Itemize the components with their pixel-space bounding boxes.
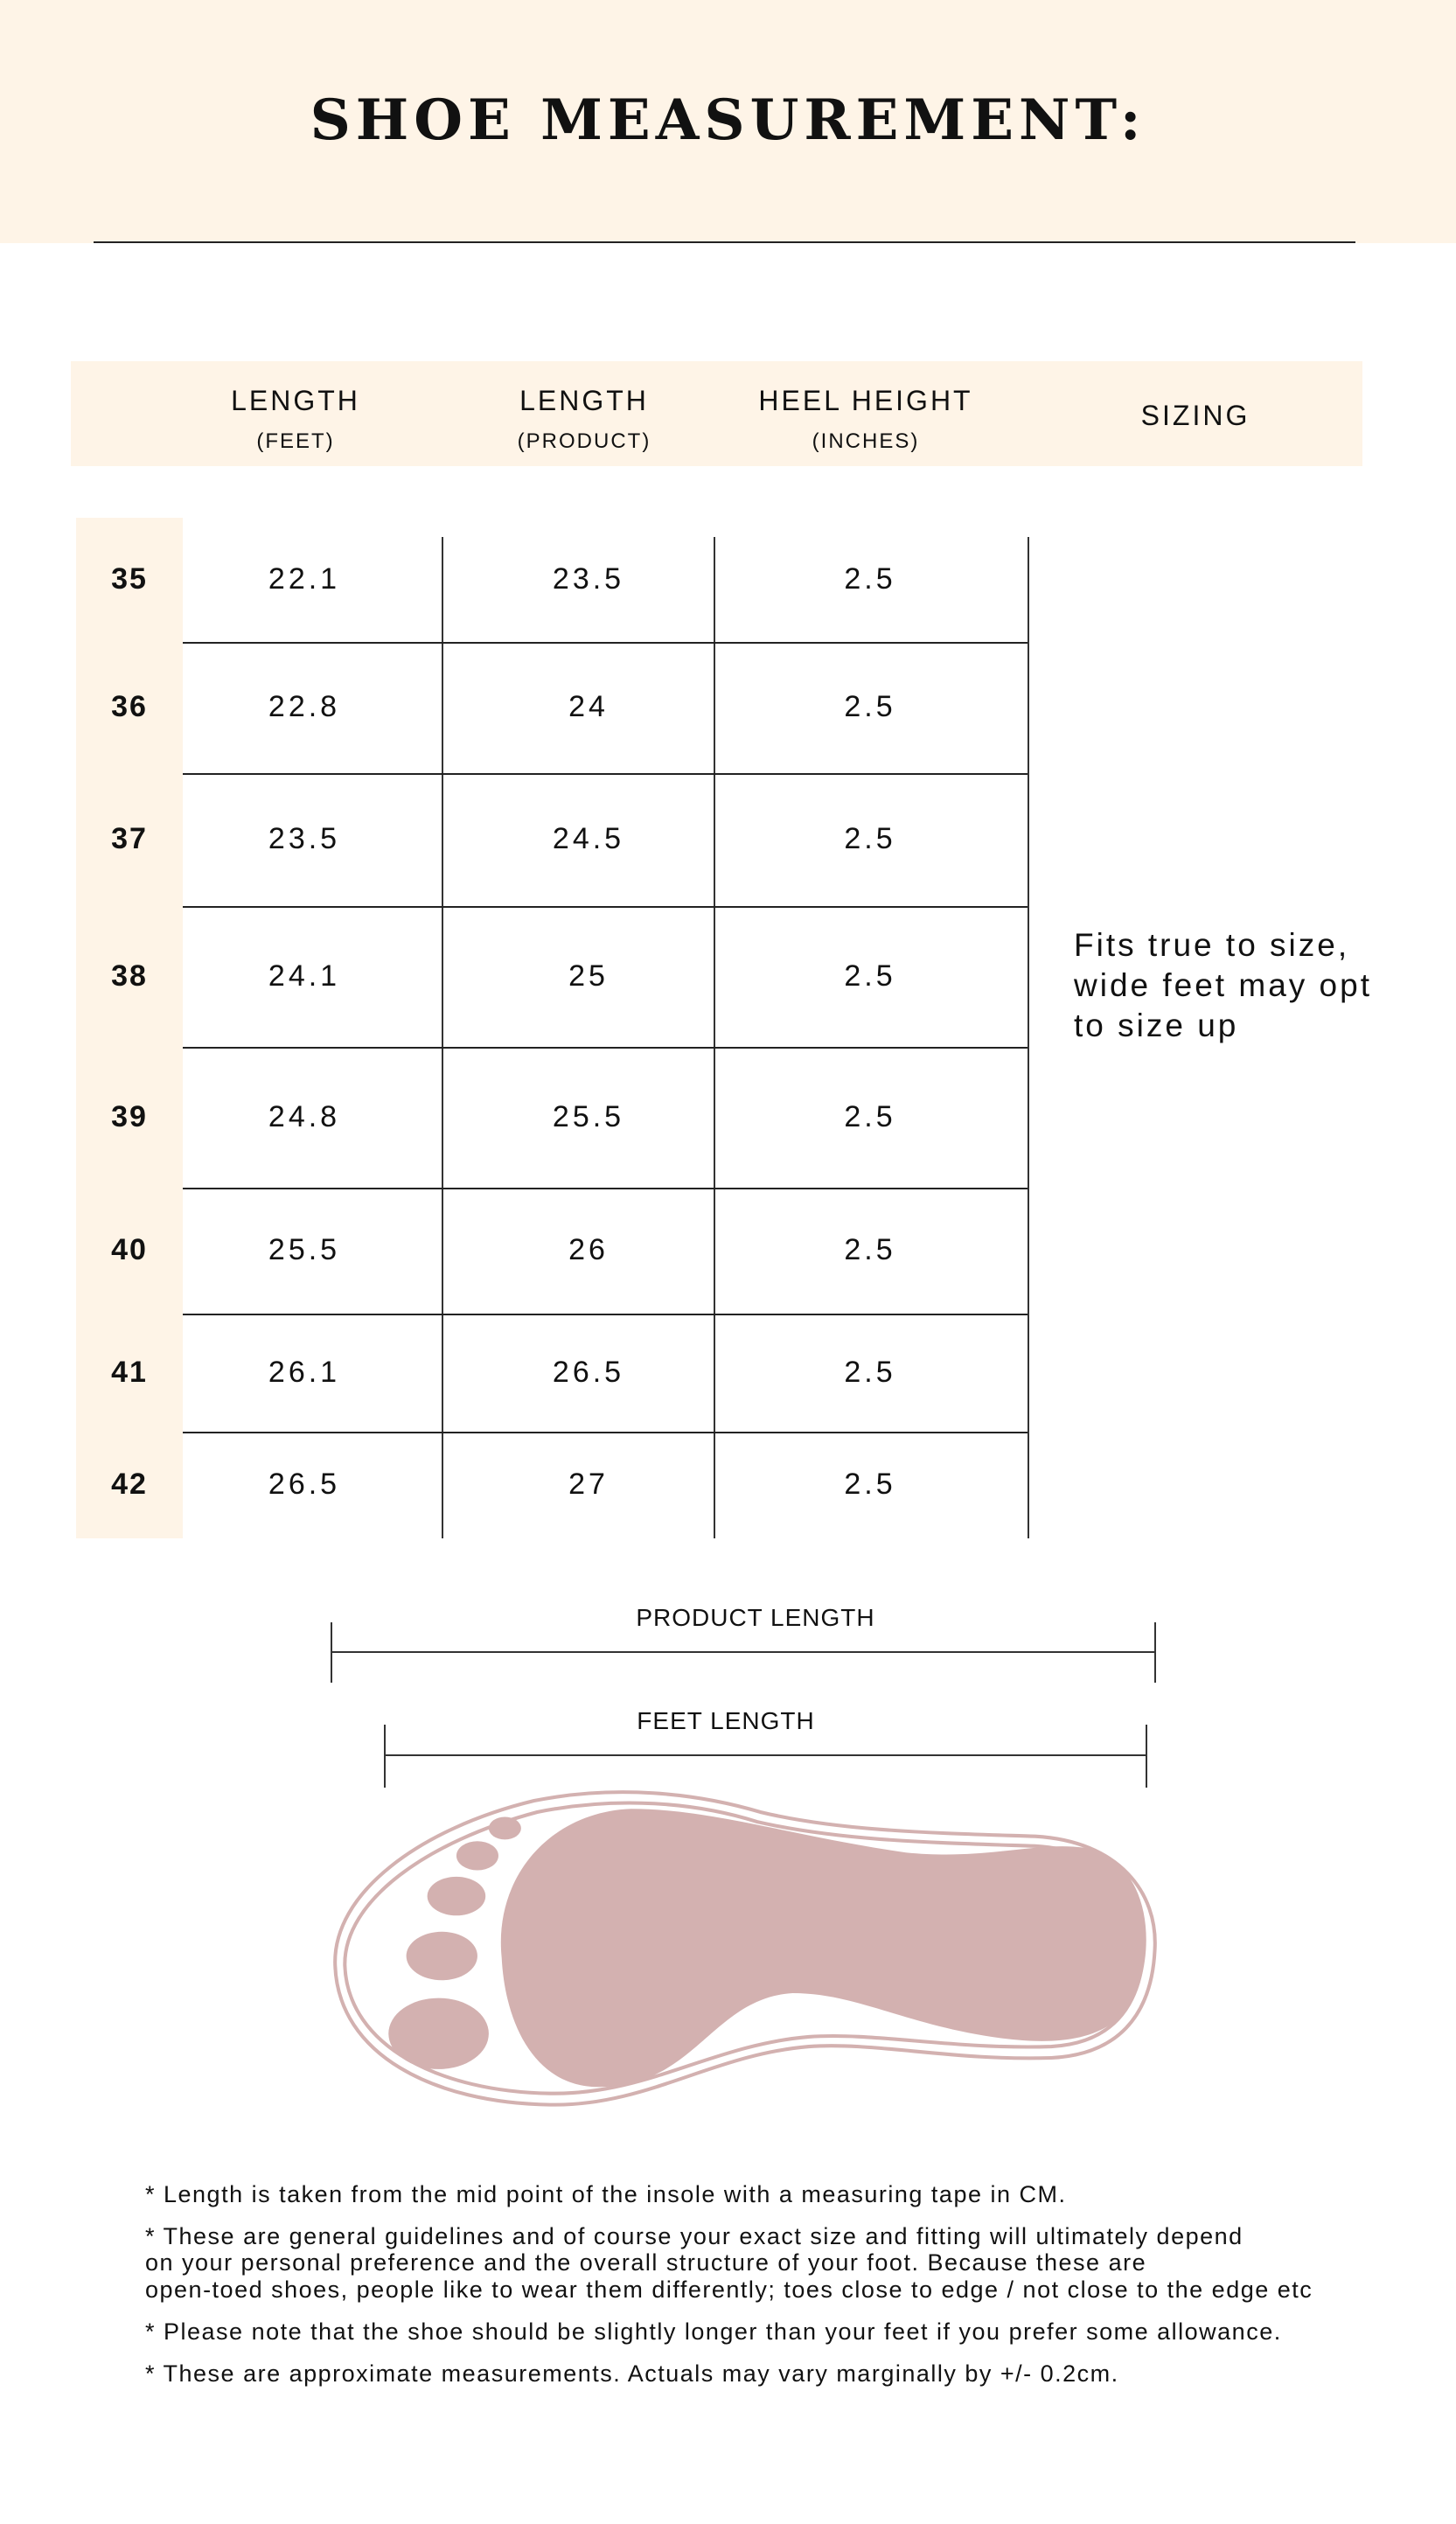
header-label: HEEL HEIGHT (758, 385, 973, 416)
size-label: 35 (111, 562, 148, 596)
cell-heel: 2.5 (844, 1468, 896, 1501)
sizing-line: wide feet may opt (1074, 967, 1372, 1003)
size-label: 38 (111, 959, 148, 993)
cell-heel: 2.5 (844, 959, 896, 993)
cell-product: 25.5 (552, 1099, 625, 1133)
row-divider (183, 1432, 1028, 1433)
column-divider (714, 537, 715, 1538)
cell-heel: 2.5 (844, 562, 896, 596)
cell-heel: 2.5 (844, 822, 896, 855)
note-guidelines-cont: on your personal preference and the over… (145, 2249, 1147, 2276)
product-length-label: PRODUCT LENGTH (636, 1604, 875, 1631)
header-length-feet: LENGTH (FEET) (164, 385, 427, 454)
column-divider (1028, 537, 1029, 1538)
row-divider (183, 1188, 1028, 1189)
cell-product: 26.5 (552, 1355, 625, 1389)
cell-heel: 2.5 (844, 690, 896, 723)
row-divider (183, 642, 1028, 644)
cell-feet: 22.1 (268, 562, 341, 596)
size-label: 37 (111, 822, 148, 855)
feet-length-label: FEET LENGTH (637, 1707, 815, 1734)
cell-feet: 26.5 (268, 1468, 341, 1501)
note-allowance: * Please note that the shoe should be sl… (145, 2318, 1282, 2345)
size-label: 41 (111, 1355, 148, 1389)
sizing-line: Fits true to size, (1074, 927, 1350, 963)
header-length-product: LENGTH (PRODUCT) (453, 385, 715, 454)
table-header: LENGTH (FEET) LENGTH (PRODUCT) HEEL HEIGHT… (71, 361, 1362, 466)
header-band (0, 0, 1456, 243)
product-length-tick (1154, 1622, 1156, 1683)
row-divider (183, 773, 1028, 775)
cell-feet: 24.8 (268, 1099, 341, 1133)
column-divider (442, 537, 443, 1538)
title-divider (94, 241, 1355, 243)
cell-product: 26 (568, 1233, 609, 1266)
size-label: 36 (111, 690, 148, 723)
cell-heel: 2.5 (844, 1233, 896, 1266)
note-guidelines-cont: open-toed shoes, people like to wear the… (145, 2276, 1313, 2303)
row-divider (183, 1047, 1028, 1049)
feet-length-tick (384, 1725, 386, 1788)
feet-length-tick (1146, 1725, 1147, 1788)
sizing-line: to size up (1074, 1008, 1239, 1043)
header-sub: (PRODUCT) (517, 429, 651, 453)
product-length-tick (331, 1622, 332, 1683)
note-guidelines: * These are general guidelines and of co… (145, 2223, 1244, 2249)
cell-feet: 23.5 (268, 822, 341, 855)
note-measurement: * Length is taken from the mid point of … (145, 2181, 1067, 2207)
cell-heel: 2.5 (844, 1099, 896, 1133)
size-label: 42 (111, 1468, 148, 1501)
cell-feet: 25.5 (268, 1233, 341, 1266)
cell-feet: 22.8 (268, 690, 341, 723)
size-label: 40 (111, 1233, 148, 1266)
row-divider (183, 1314, 1028, 1315)
cell-product: 24.5 (552, 822, 625, 855)
cell-feet: 26.1 (268, 1355, 341, 1389)
cell-product: 23.5 (552, 562, 625, 596)
feet-length-line (385, 1754, 1147, 1756)
header-heel-height: HEEL HEIGHT (INCHES) (735, 385, 997, 454)
cell-product: 27 (568, 1468, 609, 1501)
sizing-note: Fits true to size, wide feet may opt to … (1074, 925, 1372, 1046)
header-label: LENGTH (519, 385, 649, 416)
header-label: SIZING (1140, 400, 1250, 431)
page-title: SHOE MEASUREMENT: (310, 87, 1146, 153)
row-divider (183, 906, 1028, 908)
footprint-in-sole-icon (333, 1790, 1157, 2107)
header-sub: (FEET) (256, 429, 335, 453)
header-label: LENGTH (231, 385, 360, 416)
note-approximate: * These are approximate measurements. Ac… (145, 2360, 1119, 2387)
header-sizing: SIZING (1064, 400, 1327, 432)
header-sub: (INCHES) (812, 429, 920, 453)
cell-heel: 2.5 (844, 1355, 896, 1389)
size-label: 39 (111, 1099, 148, 1133)
cell-product: 24 (568, 690, 609, 723)
size-label-column (76, 518, 183, 1538)
cell-feet: 24.1 (268, 959, 341, 993)
cell-product: 25 (568, 959, 609, 993)
product-length-line (331, 1651, 1155, 1653)
